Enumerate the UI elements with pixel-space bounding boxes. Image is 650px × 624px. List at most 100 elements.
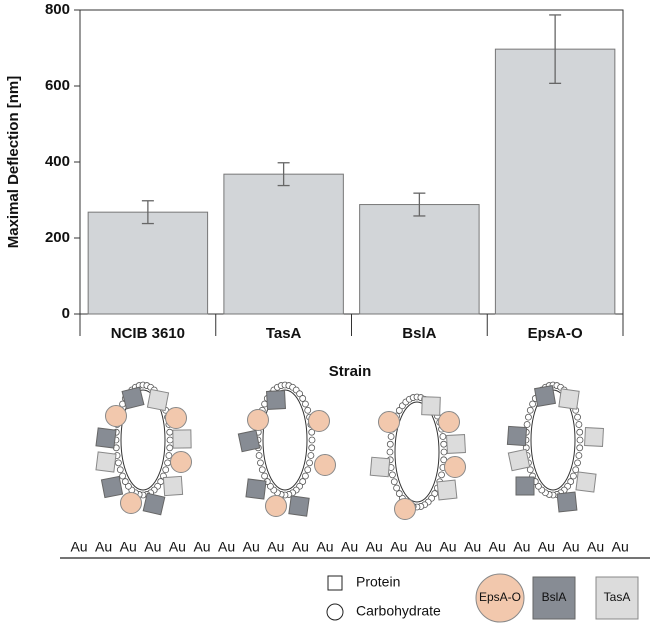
substrate-label: Au: [562, 539, 579, 555]
error-bar: [141, 200, 154, 225]
epsa-protein: [308, 410, 330, 432]
carbohydrate-bead: [302, 400, 309, 408]
legend-label: Protein: [356, 574, 400, 590]
epsa-protein: [394, 498, 416, 520]
carbohydrate-bead: [390, 478, 398, 486]
epsa-protein: [105, 405, 127, 427]
carbohydrate-bead: [386, 448, 394, 456]
substrate-label: Au: [489, 539, 506, 555]
error-bar: [549, 14, 562, 84]
bsla-protein: [515, 476, 535, 496]
carbohydrate-bead: [166, 428, 174, 436]
carbohydrate-bead: [302, 472, 309, 480]
carbohydrate-bead: [387, 433, 395, 440]
carbohydrate-bead: [116, 466, 124, 474]
bsla-protein: [237, 429, 261, 453]
legend-label: Carbohydrate: [356, 603, 441, 619]
substrate-label: Au: [612, 539, 629, 555]
carbohydrate-bead: [440, 448, 448, 456]
cell-body: [262, 389, 308, 491]
carbohydrate-bead: [567, 478, 575, 485]
bsla-protein: [266, 390, 286, 410]
protein-legend-icon: [327, 575, 343, 591]
carbohydrate-bead: [125, 482, 132, 490]
legend-label: EpsA-O: [479, 590, 521, 604]
carbohydrate-bead: [304, 466, 312, 474]
epsa-protein: [314, 454, 336, 476]
epsa-protein: [265, 495, 287, 517]
tasa-protein: [558, 388, 580, 410]
x-tick-label: EpsA-O: [528, 325, 583, 342]
carbohydrate-bead: [395, 407, 403, 414]
cell-body: [120, 389, 166, 491]
bsla-protein: [245, 478, 267, 500]
carbohydrate-bead: [261, 472, 268, 480]
carbohydrate-bead: [299, 478, 307, 485]
error-bar: [413, 192, 426, 217]
carbohydrate-bead: [267, 482, 274, 490]
y-tick-label: 800: [45, 1, 70, 18]
carbohydrate-bead: [166, 444, 174, 452]
x-tick-label: BslA: [402, 325, 436, 342]
substrate-label: Au: [120, 539, 137, 555]
epsa-protein: [247, 409, 269, 431]
carbohydrate-bead: [119, 472, 126, 480]
carbohydrate-bead: [576, 428, 584, 436]
carbohydrate-bead: [440, 440, 448, 448]
tasa-protein: [575, 471, 597, 493]
epsa-protein: [120, 492, 142, 514]
substrate-label: Au: [538, 539, 555, 555]
carbohydrate-bead: [574, 459, 581, 467]
carbohydrate-bead: [299, 395, 307, 402]
epsa-protein: [438, 411, 460, 433]
tasa-protein: [162, 475, 184, 497]
carbohydrate-legend-icon: [326, 603, 344, 621]
carbohydrate-bead: [431, 490, 439, 497]
carbohydrate-bead: [576, 436, 584, 444]
tasa-protein: [584, 427, 604, 447]
carbohydrate-bead: [439, 433, 447, 440]
carbohydrate-bead: [575, 421, 583, 428]
substrate-label: Au: [169, 539, 186, 555]
substrate-label: Au: [267, 539, 284, 555]
carbohydrate-bead: [570, 472, 577, 480]
carbohydrate-bead: [526, 406, 534, 414]
epsa-protein: [165, 407, 187, 429]
carbohydrate-bead: [258, 466, 266, 474]
carbohydrate-bead: [121, 478, 129, 485]
substrate-label: Au: [390, 539, 407, 555]
carbohydrate-bead: [307, 452, 315, 459]
carbohydrate-bead: [165, 452, 173, 459]
tasa-protein: [95, 451, 117, 473]
epsa-legend-icon: [475, 573, 525, 623]
carbohydrate-bead: [306, 459, 313, 467]
carbohydrate-bead: [393, 484, 400, 492]
bsla-protein: [100, 475, 124, 499]
carbohydrate-bead: [162, 466, 170, 474]
substrate-label: Au: [587, 539, 604, 555]
substrate-label: Au: [243, 539, 260, 555]
substrate-label: Au: [70, 539, 87, 555]
carbohydrate-bead: [572, 466, 580, 474]
carbohydrate-bead: [574, 413, 581, 421]
y-tick-label: 200: [45, 229, 70, 246]
carbohydrate-bead: [386, 440, 394, 448]
legend-label: BslA: [542, 590, 567, 604]
bsla-protein: [121, 386, 145, 410]
x-tick-label: NCIB 3610: [111, 325, 185, 342]
bsla-protein: [95, 427, 117, 449]
tasa-legend-icon: [595, 576, 639, 620]
cell-body: [394, 401, 440, 503]
epsa-protein: [378, 411, 400, 433]
bsla-protein: [556, 491, 578, 513]
y-tick-label: 400: [45, 153, 70, 170]
bar: [494, 48, 616, 315]
carbohydrate-bead: [526, 466, 534, 474]
carbohydrate-bead: [576, 444, 584, 452]
carbohydrate-bead: [575, 452, 583, 459]
substrate-label: Au: [439, 539, 456, 555]
bar: [359, 204, 480, 315]
tasa-protein: [172, 429, 192, 449]
